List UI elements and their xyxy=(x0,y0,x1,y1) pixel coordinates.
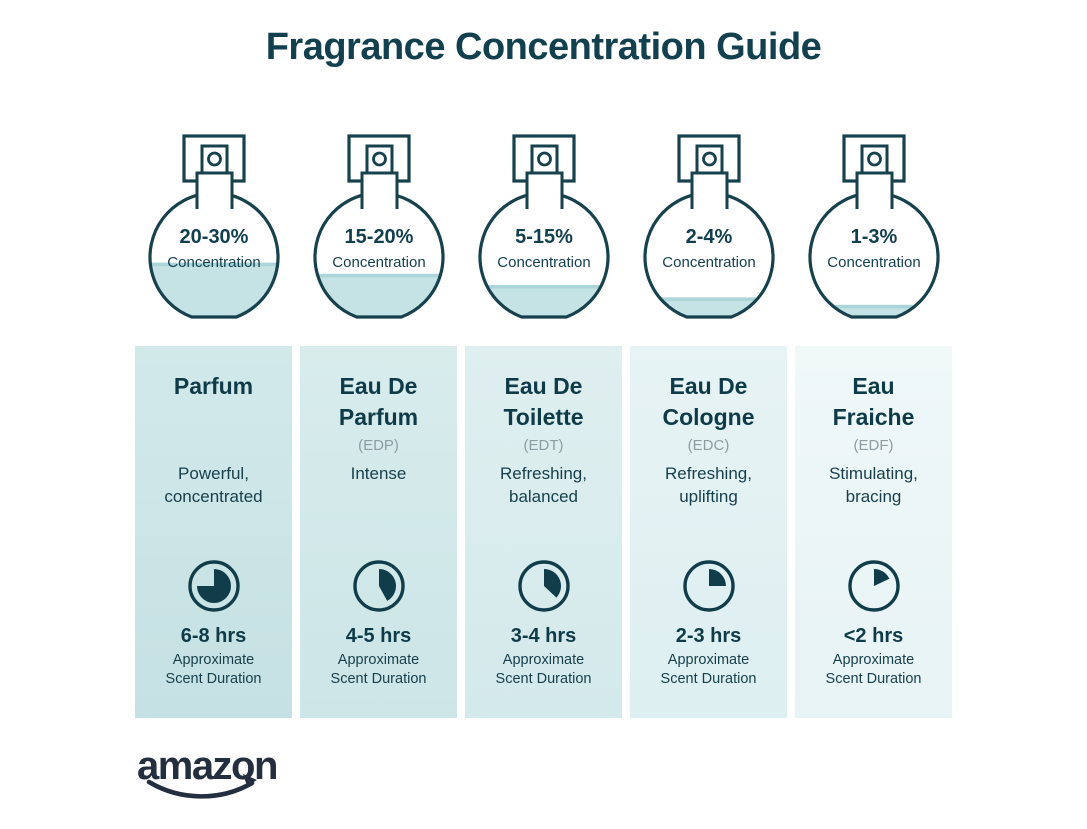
bottle-percent-label: 2-4% xyxy=(685,226,732,248)
nozzle-hole-icon xyxy=(206,151,222,167)
bottle-cell: 15-20% Concentration xyxy=(300,133,457,329)
fragrance-column: Eau Fraiche (EDF) Stimulating, bracing <… xyxy=(795,346,952,718)
fragrance-abbr: (EDT) xyxy=(523,437,564,454)
fragrance-name: Eau Fraiche xyxy=(832,373,915,430)
bottle-cell: 5-15% Concentration xyxy=(465,133,622,329)
duration-value: 6-8 hrs xyxy=(180,625,247,647)
amazon-logo: amazon xyxy=(137,744,278,799)
duration-caption: Approximate Scent Duration xyxy=(330,652,427,687)
fragrance-name: Eau De Parfum xyxy=(338,373,419,430)
bottle-liquid xyxy=(479,285,608,317)
bottle-liquid-surface xyxy=(644,297,773,301)
fragrance-abbr: (EDC) xyxy=(687,437,730,454)
bottle-concentration-label: Concentration xyxy=(332,254,425,271)
fragrance-abbr: (EDP) xyxy=(358,437,399,454)
bottle-percent-label: 5-15% xyxy=(515,226,573,248)
amazon-smile-icon xyxy=(146,779,255,799)
fragrance-abbr: (EDF) xyxy=(853,437,894,454)
clock-icon xyxy=(517,560,570,612)
bottle-body xyxy=(809,193,938,317)
fragrance-column: Eau De Parfum (EDP) Intense 4-5 hrs Appr… xyxy=(300,346,457,718)
page-title: Fragrance Concentration Guide xyxy=(265,26,822,68)
columns-row: Parfum Powerful, concentrated 6-8 hrs Ap… xyxy=(135,346,952,718)
clock-face xyxy=(187,560,240,612)
bottle-cell: 2-4% Concentration xyxy=(630,133,787,329)
bottle-liquid xyxy=(149,262,278,317)
bottle-concentration-label: Concentration xyxy=(662,254,755,271)
bottle-liquid-surface xyxy=(479,285,608,289)
bottle-neck xyxy=(690,171,728,209)
clock-wedge xyxy=(873,569,889,586)
fragrance-description: Stimulating, bracing xyxy=(829,464,918,506)
duration-value: 4-5 hrs xyxy=(345,625,412,647)
fragrance-column: Parfum Powerful, concentrated 6-8 hrs Ap… xyxy=(135,346,292,718)
clock-face xyxy=(847,560,900,612)
bottle-percent-label: 20-30% xyxy=(179,226,248,248)
clock-face xyxy=(352,560,405,612)
perfume-bottle-icon: 15-20% Concentration xyxy=(312,134,445,319)
fragrance-name: Eau De Toilette xyxy=(503,373,584,430)
fragrance-name: Eau De Cologne xyxy=(662,373,755,430)
nozzle-hole-icon xyxy=(536,151,552,167)
bottle-liquid-surface xyxy=(809,304,938,309)
bottle-cell: 1-3% Concentration xyxy=(795,133,952,329)
fragrance-description: Powerful, concentrated xyxy=(164,464,263,506)
logo-row: amazon xyxy=(135,743,952,799)
fragrance-column: Eau De Cologne (EDC) Refreshing, uplifti… xyxy=(630,346,787,718)
bottle-cell: 20-30% Concentration xyxy=(135,133,292,329)
bottle-percent-label: 15-20% xyxy=(344,226,413,248)
duration-caption: Approximate Scent Duration xyxy=(660,652,757,687)
fragrance-column: Eau De Toilette (EDT) Refreshing, balanc… xyxy=(465,346,622,718)
bottle-liquid-surface xyxy=(314,273,443,278)
perfume-bottle-icon: 1-3% Concentration xyxy=(807,134,940,319)
bottle-concentration-label: Concentration xyxy=(497,254,590,271)
duration-caption: Approximate Scent Duration xyxy=(495,652,592,687)
clock-wedge xyxy=(708,569,726,586)
bottle-body xyxy=(644,193,773,317)
bottle-neck xyxy=(855,171,893,209)
fragrance-description: Refreshing, uplifting xyxy=(665,464,752,506)
fragrance-description: Refreshing, balanced xyxy=(500,464,587,506)
bottle-liquid-surface xyxy=(149,262,278,267)
clock-face xyxy=(682,560,735,612)
clock-icon xyxy=(682,560,735,612)
amazon-smile-arrow xyxy=(243,774,257,786)
clock-icon xyxy=(847,560,900,612)
bottle-percent-label: 1-3% xyxy=(850,226,897,248)
clock-wedge xyxy=(543,569,561,598)
duration-value: 3-4 hrs xyxy=(510,625,577,647)
bottle-neck xyxy=(525,171,563,209)
nozzle-hole-icon xyxy=(371,151,387,167)
nozzle-hole-icon xyxy=(701,151,717,167)
perfume-bottle-icon: 5-15% Concentration xyxy=(477,134,610,319)
perfume-bottle-icon: 20-30% Concentration xyxy=(147,134,280,319)
content-strip: 20-30% Concentration 15-20% Concentratio… xyxy=(135,133,952,799)
clock-icon xyxy=(187,560,240,612)
perfume-bottle-icon: 2-4% Concentration xyxy=(642,134,775,319)
amazon-logo-text: amazon xyxy=(137,744,277,788)
clock-face xyxy=(517,560,570,612)
duration-value: 2-3 hrs xyxy=(675,625,742,647)
bottle-neck xyxy=(360,171,398,209)
bottle-concentration-label: Concentration xyxy=(167,254,260,271)
fragrance-name: Parfum xyxy=(173,373,254,399)
bottle-concentration-label: Concentration xyxy=(827,254,920,271)
duration-value: <2 hrs xyxy=(843,625,904,647)
bottle-neck xyxy=(195,171,233,209)
clock-icon xyxy=(352,560,405,612)
bottles-row: 20-30% Concentration 15-20% Concentratio… xyxy=(135,133,952,329)
fragrance-description: Intense xyxy=(350,464,407,483)
clock-wedge xyxy=(378,569,396,601)
nozzle-hole-icon xyxy=(866,151,882,167)
clock-wedge xyxy=(196,569,231,603)
duration-caption: Approximate Scent Duration xyxy=(825,652,922,687)
duration-caption: Approximate Scent Duration xyxy=(165,652,262,687)
